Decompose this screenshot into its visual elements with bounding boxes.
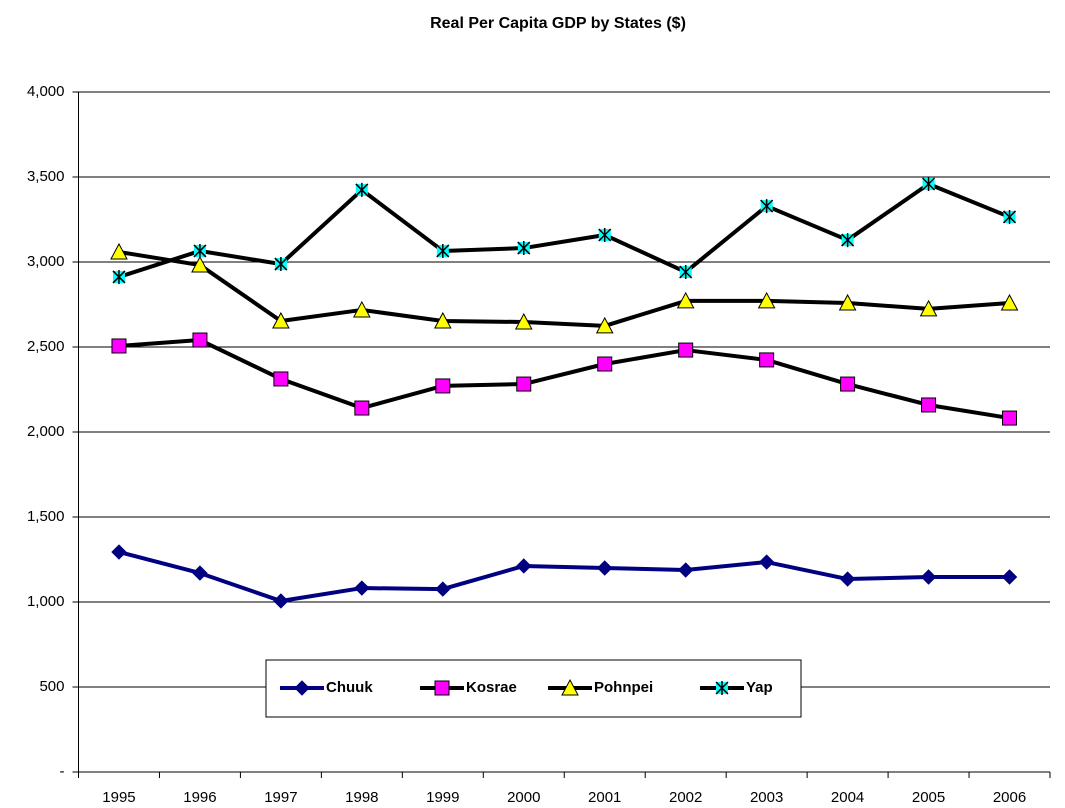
marker-star (922, 176, 936, 191)
data-point (111, 338, 127, 354)
data-point (1000, 293, 1019, 311)
data-point (354, 580, 370, 596)
data-point (435, 581, 451, 597)
marker-star (274, 257, 288, 272)
series-line (118, 249, 1010, 328)
data-point (112, 269, 126, 284)
data-point (273, 371, 289, 387)
series-line (118, 181, 1011, 279)
y-tick-label: 2,000 (27, 423, 65, 440)
x-tick-label: 2003 (750, 789, 783, 806)
series-line (118, 338, 1010, 421)
data-point (757, 291, 776, 309)
data-point (677, 562, 694, 578)
data-point (435, 378, 451, 394)
x-tick-label: 1998 (345, 789, 378, 806)
data-point (597, 356, 613, 372)
data-point (678, 342, 694, 358)
x-tick-label: 1997 (264, 789, 297, 806)
data-point (516, 558, 532, 574)
data-point (676, 291, 695, 309)
data-point (353, 300, 371, 318)
marker-star (193, 243, 207, 258)
y-tick-label: 1,500 (27, 508, 65, 525)
data-point (516, 376, 532, 392)
y-tick-label: 4,000 (27, 83, 65, 100)
data-point (193, 243, 207, 258)
data-point (191, 255, 209, 273)
data-point (841, 233, 855, 248)
data-point (920, 569, 937, 585)
legend-text: Yap (746, 679, 773, 696)
data-point (760, 199, 774, 214)
marker-star (517, 241, 531, 256)
data-point (192, 332, 208, 348)
data-point (598, 227, 612, 242)
y-tick-label: 2,500 (27, 338, 65, 355)
data-point (355, 182, 369, 197)
data-point (1002, 410, 1018, 426)
data-point (273, 593, 289, 609)
data-point (192, 565, 208, 581)
x-tick-label: 2002 (669, 789, 702, 806)
x-tick-label: 2005 (912, 789, 945, 806)
data-point (354, 400, 370, 416)
data-point (759, 352, 775, 368)
marker-star (112, 269, 126, 284)
legend: Chuuk Kosrae Pohnpei Yap (265, 659, 802, 718)
legend-marker (294, 680, 310, 696)
legend-marker (561, 678, 579, 696)
marker-star (679, 265, 693, 280)
data-point (839, 571, 856, 587)
marker-star (760, 199, 774, 214)
marker-star (355, 182, 369, 197)
marker-star (598, 227, 612, 242)
data-point (758, 554, 775, 570)
data-point (921, 397, 937, 413)
marker-star (715, 681, 729, 695)
y-tick-label: - (60, 763, 65, 780)
y-tick-label: 3,500 (27, 168, 65, 185)
marker-star (841, 233, 855, 248)
data-point (838, 293, 857, 311)
x-tick-label: 2001 (588, 789, 621, 806)
chart-title: Real Per Capita GDP by States ($) (430, 15, 686, 32)
data-point (679, 265, 693, 280)
legend-marker (715, 681, 729, 695)
x-tick-label: 1996 (183, 789, 216, 806)
x-tick-label: 2004 (831, 789, 864, 806)
y-tick-label: 1,000 (27, 593, 65, 610)
data-point (111, 544, 127, 560)
marker-star (436, 243, 450, 258)
data-point (1002, 209, 1017, 224)
legend-text: Pohnpei (594, 679, 653, 696)
x-tick-label: 2000 (507, 789, 540, 806)
x-tick-label: 2006 (993, 789, 1026, 806)
data-point (514, 312, 533, 330)
x-tick-label: 1995 (102, 789, 135, 806)
legend-text: Chuuk (326, 679, 373, 696)
legend-text: Kosrae (466, 679, 517, 696)
y-tick-label: 3,000 (27, 253, 65, 270)
marker-star (1002, 209, 1017, 224)
data-point (597, 560, 613, 576)
data-point (110, 242, 128, 260)
data-point (436, 243, 450, 258)
data-point (919, 299, 938, 317)
data-point (1001, 569, 1018, 585)
legend-marker (434, 680, 450, 696)
data-point (595, 316, 614, 334)
data-point (840, 376, 856, 392)
series-line (118, 550, 1010, 603)
data-point (274, 257, 288, 272)
y-tick-label: 500 (39, 678, 64, 695)
data-point (433, 311, 452, 329)
x-tick-label: 1999 (426, 789, 459, 806)
data-point (922, 176, 936, 191)
data-point (272, 311, 290, 329)
data-point (517, 241, 531, 256)
